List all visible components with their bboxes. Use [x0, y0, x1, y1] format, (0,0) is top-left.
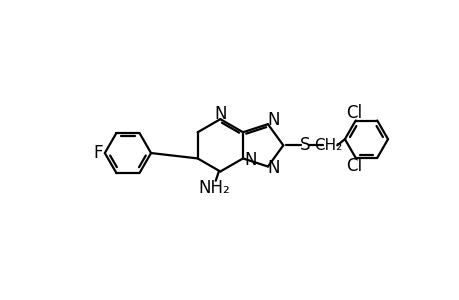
Text: N: N: [213, 105, 226, 123]
Text: N: N: [267, 159, 280, 177]
Text: F: F: [93, 144, 102, 162]
Text: Cl: Cl: [345, 104, 361, 122]
Text: N: N: [244, 151, 257, 169]
Text: Cl: Cl: [345, 157, 361, 175]
Text: NH₂: NH₂: [198, 179, 230, 197]
Text: S: S: [299, 136, 309, 154]
Text: N: N: [267, 111, 280, 129]
Text: CH₂: CH₂: [313, 138, 341, 153]
